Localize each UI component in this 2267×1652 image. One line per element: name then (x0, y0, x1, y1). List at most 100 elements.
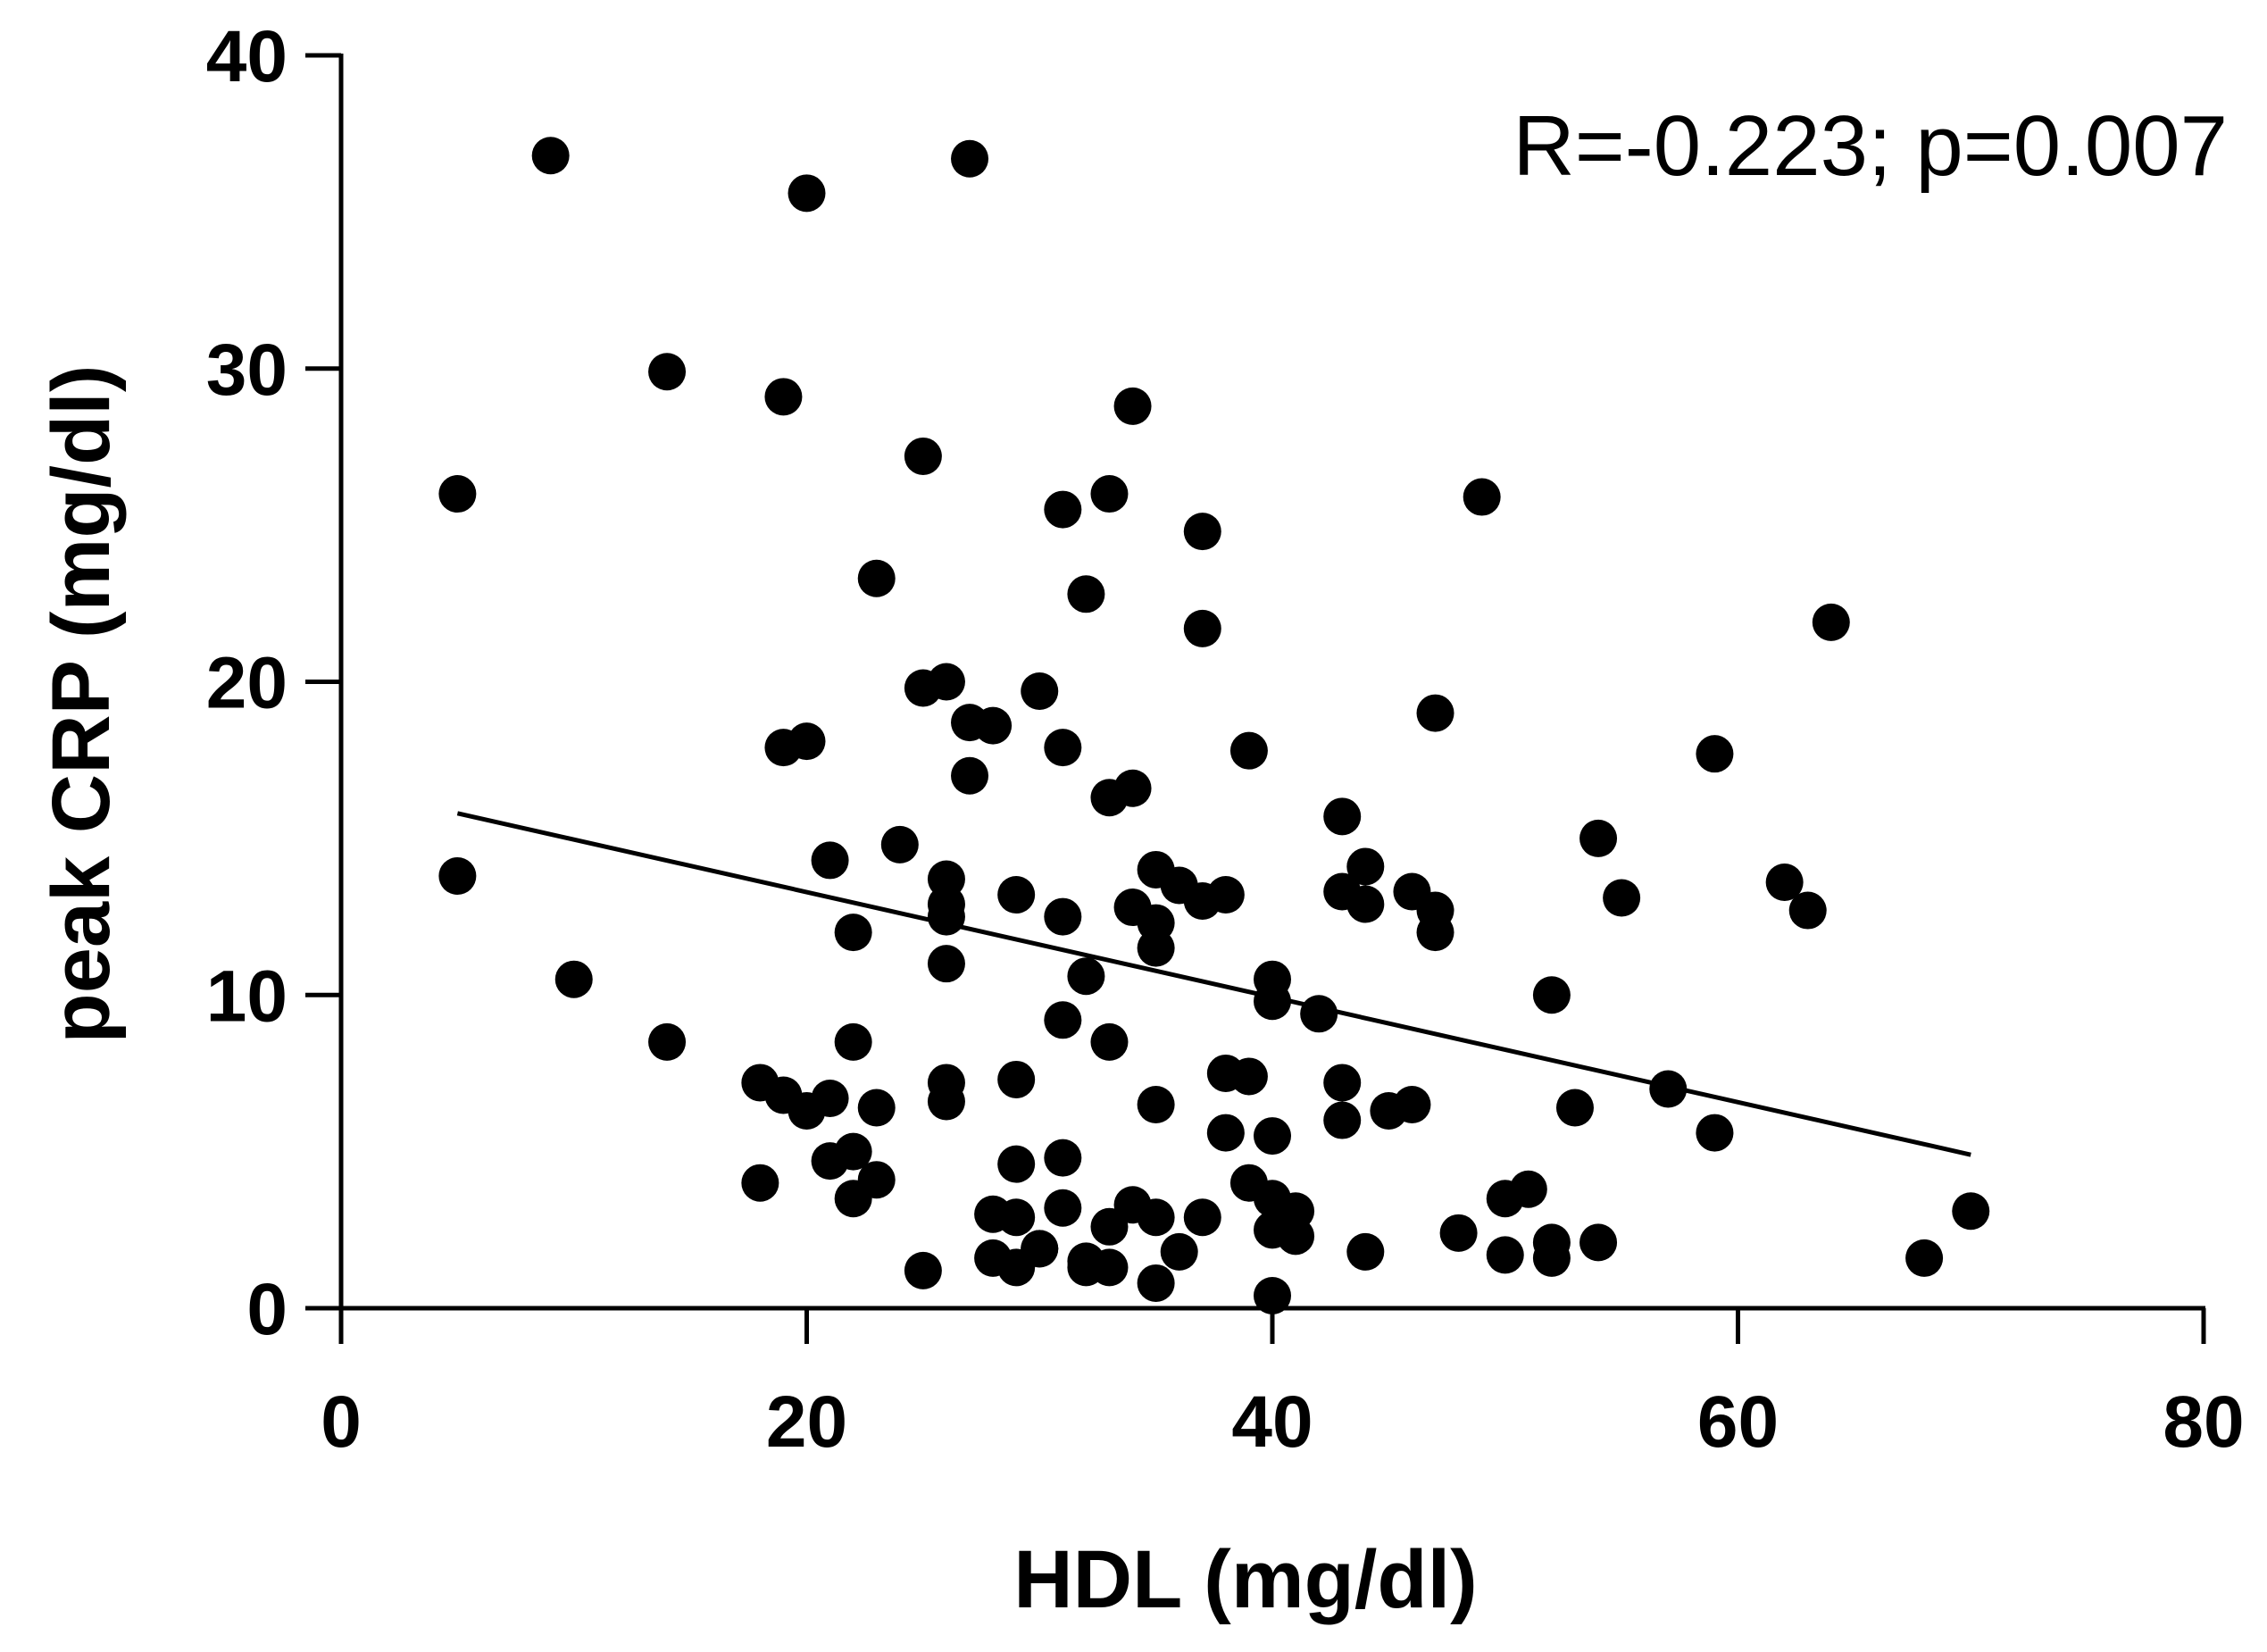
data-point (1254, 982, 1291, 1021)
data-point (1254, 1276, 1291, 1314)
data-point (1603, 879, 1641, 917)
data-point (997, 1060, 1036, 1098)
data-point (1044, 1139, 1082, 1177)
data-point (997, 1198, 1036, 1237)
data-point (1090, 1248, 1129, 1287)
data-point (1323, 1101, 1362, 1139)
data-point (834, 914, 872, 952)
y-tick-label: 0 (246, 1269, 288, 1350)
data-point (1090, 1022, 1129, 1061)
x-tick-label: 40 (1231, 1381, 1313, 1463)
y-tick-label: 30 (206, 330, 288, 411)
data-point (857, 559, 896, 597)
data-point (1532, 1239, 1571, 1277)
data-point (648, 1022, 687, 1061)
data-point (1579, 1223, 1618, 1262)
data-point (1206, 1114, 1245, 1152)
data-point (1532, 976, 1571, 1014)
data-point (1696, 1114, 1734, 1152)
data-point (1229, 1057, 1268, 1096)
data-point (1021, 672, 1059, 711)
x-tick-label: 0 (321, 1381, 362, 1463)
data-point (927, 945, 965, 983)
y-tick-label: 20 (206, 643, 288, 724)
y-tick-label: 10 (206, 955, 288, 1037)
data-point (951, 756, 989, 795)
data-point (811, 1079, 849, 1117)
data-point (1905, 1239, 1944, 1277)
data-point (1183, 882, 1221, 921)
data-point (997, 1145, 1036, 1183)
data-point (1137, 1264, 1175, 1302)
data-point (1765, 863, 1804, 901)
data-point (1579, 819, 1618, 857)
data-point (857, 1089, 896, 1127)
data-point (1183, 513, 1221, 551)
y-axis-title: peak CRP (mg/dl) (36, 365, 127, 1044)
data-points (438, 137, 1990, 1314)
x-axis-ticks: 0 20 40 60 80 (321, 1308, 2245, 1463)
data-point (1113, 387, 1152, 425)
data-point (764, 729, 803, 767)
data-point (1486, 1236, 1524, 1274)
data-point (1323, 797, 1362, 836)
data-point (811, 841, 849, 880)
data-point (438, 475, 477, 513)
data-point (1788, 891, 1827, 930)
data-point (1160, 1232, 1198, 1271)
data-point (1090, 1207, 1129, 1246)
data-point (904, 437, 942, 475)
data-point (788, 174, 826, 213)
data-point (1323, 1064, 1362, 1102)
data-point (1463, 478, 1501, 516)
plot-area (438, 137, 1990, 1314)
data-point (648, 353, 687, 391)
data-point (1555, 1089, 1594, 1127)
x-axis-title: HDL (mg/dl) (1013, 1534, 1478, 1625)
data-point (811, 1142, 849, 1181)
data-point (834, 1180, 872, 1218)
data-point (1090, 475, 1129, 513)
data-point (1067, 957, 1105, 996)
data-point (927, 663, 965, 701)
data-point (1067, 575, 1105, 613)
data-point (1137, 929, 1175, 967)
data-point (1346, 1232, 1385, 1271)
x-tick-label: 20 (766, 1381, 847, 1463)
data-point (1044, 897, 1082, 936)
data-point (1439, 1214, 1478, 1252)
data-point (834, 1022, 872, 1061)
data-point (554, 960, 593, 998)
data-point (927, 1082, 965, 1121)
data-point (1044, 490, 1082, 529)
data-point (1300, 995, 1338, 1033)
data-point (1113, 769, 1152, 807)
data-point (1137, 1198, 1175, 1237)
data-point (1416, 914, 1454, 952)
data-point (1044, 729, 1082, 767)
data-point (1044, 1189, 1082, 1227)
y-tick-label: 40 (206, 16, 288, 97)
data-point (1137, 1086, 1175, 1124)
data-point (1346, 885, 1385, 923)
regression-line (456, 811, 1971, 1157)
data-point (1229, 731, 1268, 770)
data-point (1254, 1117, 1291, 1156)
data-point (997, 1248, 1036, 1287)
data-point (764, 378, 803, 416)
correlation-annotation: R=-0.223; p=0.007 (1513, 98, 2228, 194)
data-point (1812, 603, 1850, 641)
data-point (1183, 1198, 1221, 1237)
data-point (1044, 1001, 1082, 1039)
data-point (438, 856, 477, 895)
data-point (1509, 1170, 1547, 1208)
data-point (1370, 1092, 1408, 1131)
data-point (1952, 1192, 1990, 1231)
data-point (880, 825, 919, 864)
data-point (1696, 735, 1734, 773)
data-point (1183, 609, 1221, 647)
data-point (904, 1251, 942, 1289)
data-point (997, 876, 1036, 914)
data-point (741, 1164, 779, 1202)
